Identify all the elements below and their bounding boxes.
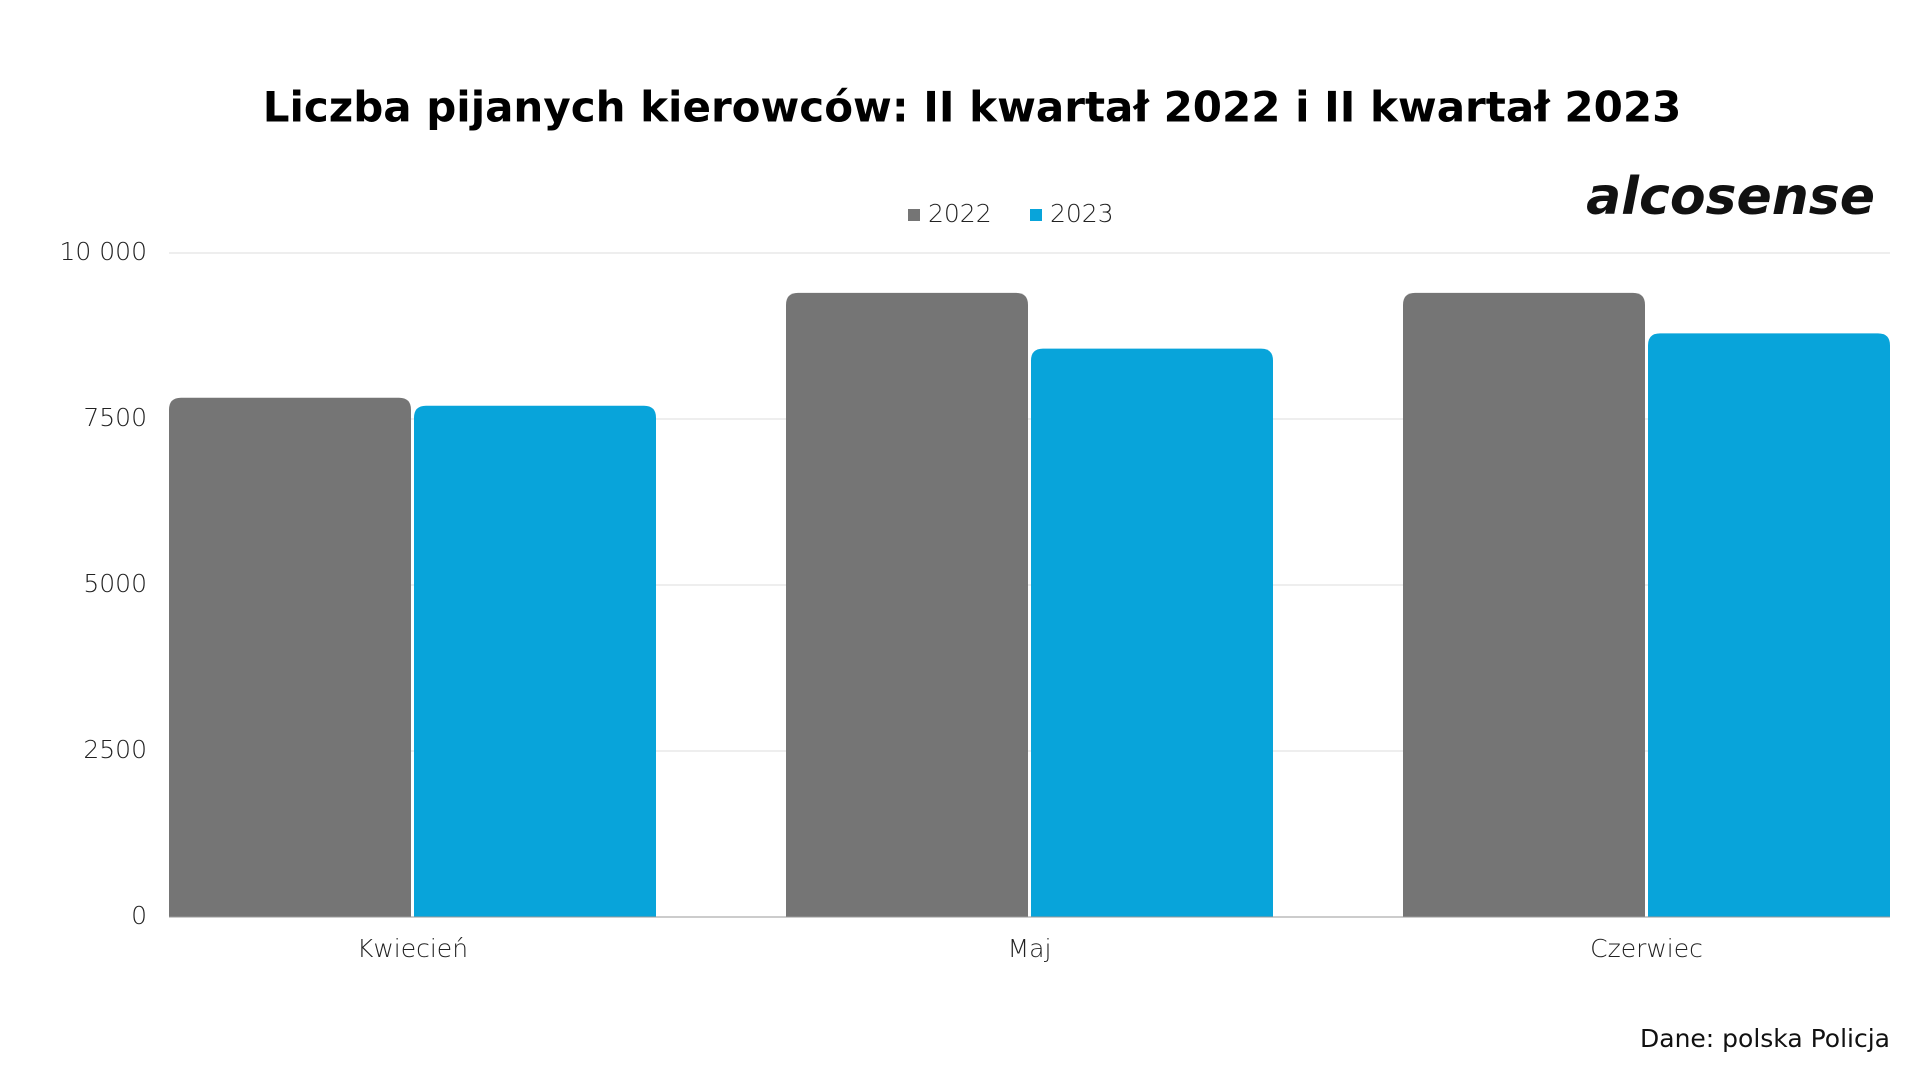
bar: [1403, 292, 1645, 918]
chart-title: Liczba pijanych kierowców: II kwartał 20…: [263, 83, 1682, 132]
x-tick-label: Czerwiec: [1590, 934, 1703, 963]
y-tick-label: 7500: [83, 403, 147, 432]
y-tick-label: 10 000: [60, 237, 147, 266]
legend-label: 2022: [928, 199, 992, 228]
y-tick-label: 2500: [83, 735, 147, 764]
bar: [1648, 333, 1890, 917]
bar: [414, 405, 656, 917]
logo: alcosense: [1586, 167, 1875, 227]
legend-swatch: [908, 209, 920, 221]
bar: [786, 292, 1028, 918]
x-tick-label: Kwiecień: [357, 934, 468, 963]
y-tick-label: 0: [131, 901, 147, 930]
bar: [169, 397, 411, 917]
source-note: Dane: polska Policja: [1640, 1024, 1890, 1053]
legend-label: 2023: [1050, 199, 1114, 228]
bar: [1031, 348, 1273, 918]
legend-swatch: [1030, 209, 1042, 221]
y-tick-label: 5000: [83, 569, 147, 598]
x-tick-label: Maj: [1008, 934, 1052, 963]
